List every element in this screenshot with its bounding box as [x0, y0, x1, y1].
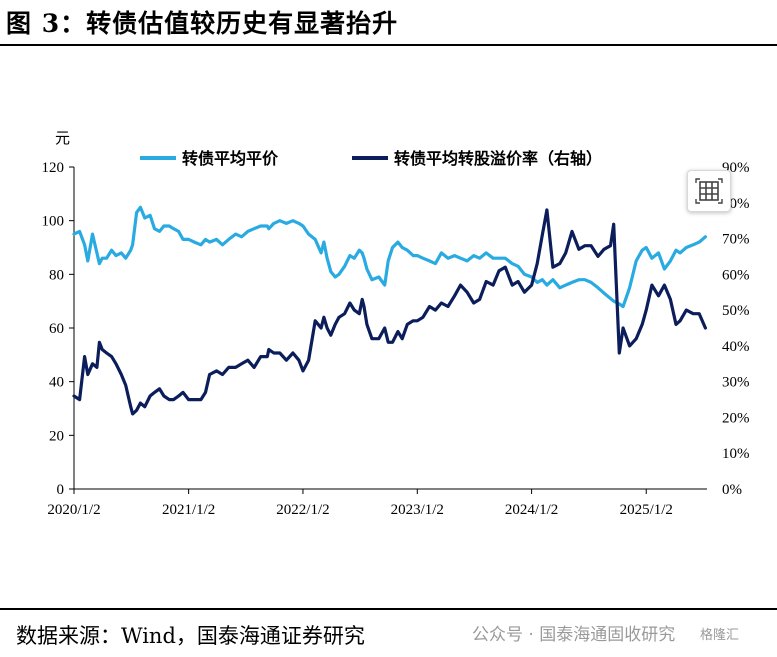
left-tick-label: 60 [49, 321, 64, 337]
series-layer [72, 205, 708, 416]
right-tick-label: 0% [722, 482, 742, 498]
x-tick-label: 2020/1/2 [47, 502, 100, 518]
table-icon [695, 178, 723, 204]
left-tick-label: 80 [49, 267, 64, 283]
title-rule [0, 44, 777, 46]
source-note: 数据来源：Wind，国泰海通证券研究 [16, 624, 365, 648]
legend-label-avg-premium: 转债平均转股溢价率（右轴） [394, 149, 602, 168]
right-tick-label: 20% [722, 410, 750, 426]
data-table-button[interactable] [687, 170, 731, 212]
x-tick-label: 2025/1/2 [620, 502, 673, 518]
right-tick-label: 40% [722, 339, 750, 355]
right-tick-label: 50% [722, 303, 750, 319]
left-tick-label: 100 [42, 214, 65, 230]
legend: 转债平均平价 转债平均转股溢价率（右轴） [140, 149, 602, 168]
right-tick-label: 70% [722, 232, 750, 248]
right-tick-label: 10% [722, 446, 750, 462]
series-line-avg-premium [72, 208, 708, 416]
watermark-text: 公众号 · 国泰海通固收研究 [472, 625, 676, 645]
left-axis-unit: 元 [55, 129, 70, 147]
right-tick-label: 60% [722, 267, 750, 283]
x-tick-label: 2024/1/2 [505, 502, 558, 518]
watermark-badge: 格隆汇 [700, 628, 740, 643]
left-tick-label: 20 [49, 428, 64, 444]
right-tick-label: 30% [722, 375, 750, 391]
left-tick-label: 40 [49, 375, 64, 391]
x-tick-label: 2022/1/2 [276, 502, 329, 518]
figure-title: 图 3：转债估值较历史有显著抬升 [6, 9, 399, 38]
footer-rule [0, 608, 777, 610]
left-tick-label: 120 [42, 160, 65, 176]
series-line-avg-parity [72, 205, 708, 309]
x-tick-label: 2021/1/2 [162, 502, 215, 518]
legend-label-avg-parity: 转债平均平价 [182, 149, 279, 168]
left-tick-label: 0 [57, 482, 65, 498]
x-tick-label: 2023/1/2 [391, 502, 444, 518]
